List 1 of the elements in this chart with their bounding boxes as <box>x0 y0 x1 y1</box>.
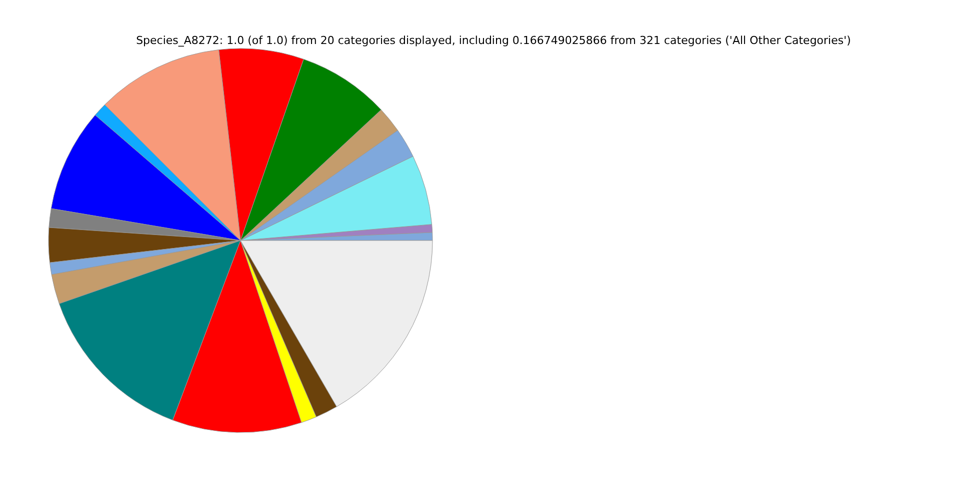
text: Species_A8272: 1.0 (of 1.0) from 20 categories displayed, including 0.166749025866 from 321 categories ('All Other Categories') <box>136 34 851 47</box>
